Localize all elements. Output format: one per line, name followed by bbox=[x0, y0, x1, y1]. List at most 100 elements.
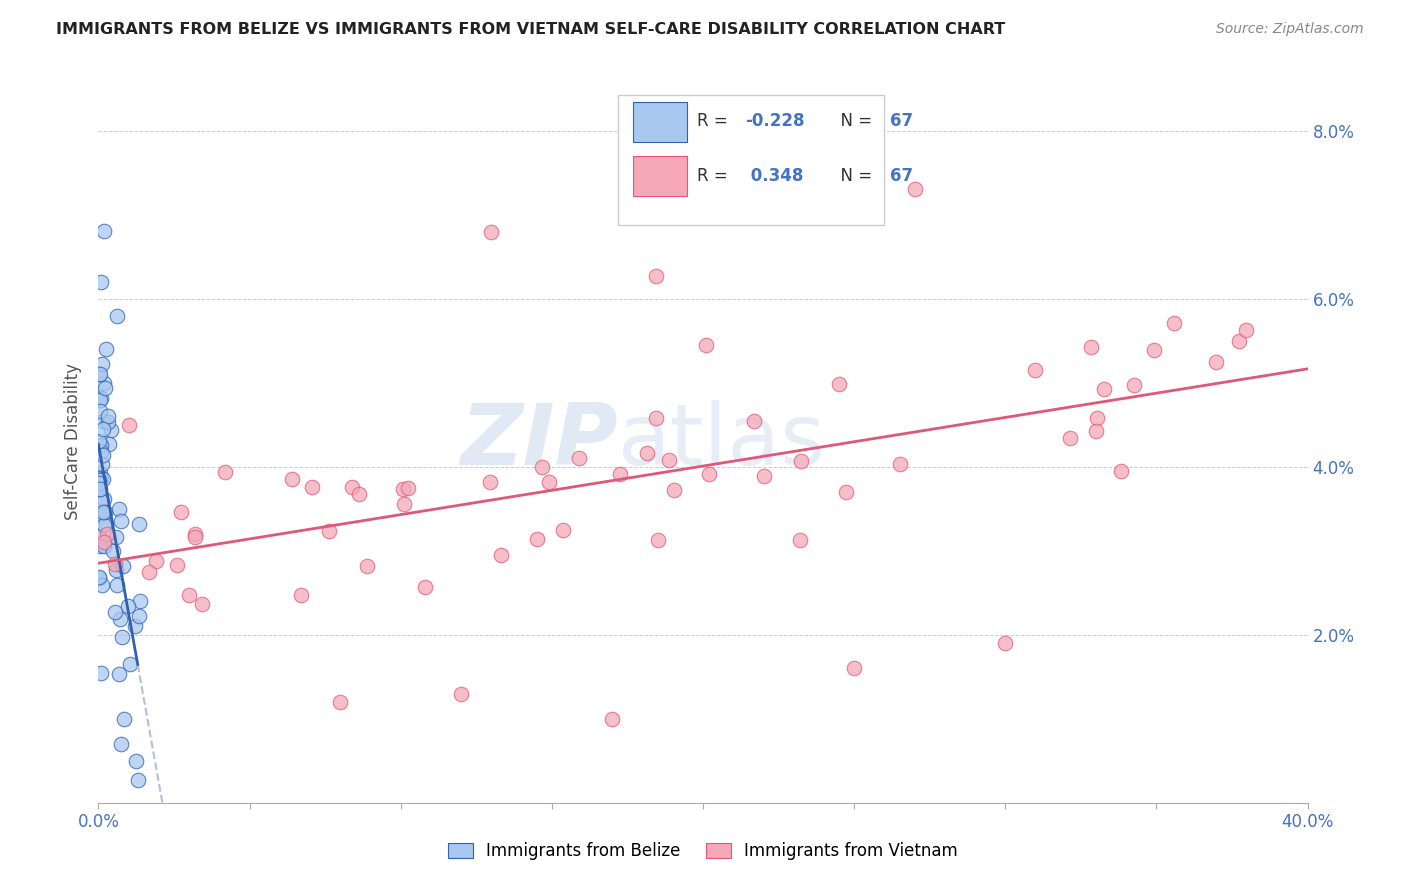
Point bbox=[90, 275, 112, 289]
Point bbox=[1122, 377, 1144, 392]
Point bbox=[105, 578, 128, 592]
Point bbox=[177, 588, 200, 602]
Point bbox=[481, 225, 503, 239]
Point bbox=[537, 475, 560, 489]
Point bbox=[356, 558, 378, 573]
Point bbox=[827, 377, 849, 392]
Point bbox=[609, 467, 631, 481]
Point bbox=[531, 459, 554, 474]
Point bbox=[118, 657, 141, 672]
Point bbox=[89, 392, 111, 407]
Y-axis label: Self-Care Disability: Self-Care Disability bbox=[65, 363, 83, 520]
Point bbox=[107, 502, 129, 516]
Point bbox=[145, 554, 167, 568]
Point bbox=[93, 491, 115, 506]
Point bbox=[129, 594, 152, 608]
Point bbox=[170, 504, 193, 518]
Point bbox=[104, 557, 127, 571]
Point bbox=[105, 563, 128, 577]
Point bbox=[89, 367, 111, 381]
Text: IMMIGRANTS FROM BELIZE VS IMMIGRANTS FROM VIETNAM SELF-CARE DISABILITY CORRELATI: IMMIGRANTS FROM BELIZE VS IMMIGRANTS FRO… bbox=[56, 22, 1005, 37]
Point bbox=[491, 548, 513, 562]
Text: 67: 67 bbox=[890, 112, 914, 130]
Point bbox=[110, 514, 132, 528]
Point bbox=[789, 533, 811, 547]
Point bbox=[93, 535, 115, 549]
FancyBboxPatch shape bbox=[633, 102, 688, 142]
Point bbox=[526, 532, 548, 546]
Point bbox=[91, 448, 114, 462]
Point bbox=[191, 597, 214, 611]
Point bbox=[93, 224, 115, 238]
Legend: Immigrants from Belize, Immigrants from Vietnam: Immigrants from Belize, Immigrants from … bbox=[441, 836, 965, 867]
Point bbox=[636, 446, 658, 460]
Point bbox=[1143, 343, 1166, 357]
Point bbox=[89, 482, 111, 496]
Point bbox=[1111, 464, 1133, 478]
Point bbox=[125, 754, 148, 768]
Point bbox=[347, 487, 370, 501]
Point bbox=[1059, 431, 1081, 445]
Point bbox=[214, 465, 236, 479]
Point bbox=[392, 482, 415, 496]
Point bbox=[90, 665, 112, 680]
Point bbox=[697, 467, 720, 481]
Text: R =: R = bbox=[697, 167, 733, 185]
Point bbox=[101, 543, 124, 558]
Point bbox=[87, 368, 110, 382]
Point bbox=[104, 530, 127, 544]
Point bbox=[844, 661, 866, 675]
Point bbox=[184, 526, 207, 541]
Point bbox=[87, 569, 110, 583]
Point bbox=[645, 269, 668, 284]
Point bbox=[96, 342, 118, 356]
Point bbox=[889, 458, 911, 472]
Point bbox=[108, 667, 131, 681]
Point bbox=[184, 530, 207, 544]
Point bbox=[128, 516, 150, 531]
Point bbox=[87, 475, 110, 490]
Point bbox=[87, 571, 110, 585]
Point bbox=[1024, 363, 1046, 377]
Point bbox=[89, 438, 111, 452]
Point bbox=[91, 578, 114, 592]
Point bbox=[89, 494, 111, 508]
Point bbox=[112, 712, 135, 726]
Point bbox=[108, 611, 131, 625]
Point bbox=[568, 451, 591, 466]
Point bbox=[396, 481, 419, 495]
Point bbox=[166, 558, 188, 573]
Point bbox=[97, 415, 120, 429]
Point bbox=[90, 457, 112, 471]
Point bbox=[281, 472, 304, 486]
Point bbox=[695, 338, 717, 352]
Point bbox=[110, 737, 132, 751]
Point bbox=[89, 507, 111, 521]
Point bbox=[413, 580, 436, 594]
Text: R =: R = bbox=[697, 112, 733, 130]
Point bbox=[478, 475, 501, 489]
Point bbox=[111, 630, 134, 644]
Point bbox=[658, 452, 681, 467]
Point bbox=[91, 472, 114, 486]
Text: N =: N = bbox=[830, 112, 877, 130]
Point bbox=[1227, 334, 1250, 348]
Point bbox=[1092, 382, 1115, 396]
FancyBboxPatch shape bbox=[619, 95, 884, 225]
Point bbox=[1234, 323, 1257, 337]
Point bbox=[93, 539, 115, 553]
Point bbox=[87, 473, 110, 487]
Point bbox=[1084, 424, 1107, 438]
Point bbox=[89, 439, 111, 453]
Point bbox=[301, 480, 323, 494]
Point bbox=[117, 599, 139, 614]
Point bbox=[90, 357, 112, 371]
Point bbox=[1205, 355, 1227, 369]
Text: atlas: atlas bbox=[619, 400, 827, 483]
Point bbox=[104, 605, 127, 619]
Point bbox=[790, 454, 813, 468]
Point bbox=[98, 437, 121, 451]
Text: ZIP: ZIP bbox=[461, 400, 619, 483]
Point bbox=[91, 505, 114, 519]
Point bbox=[290, 588, 312, 602]
